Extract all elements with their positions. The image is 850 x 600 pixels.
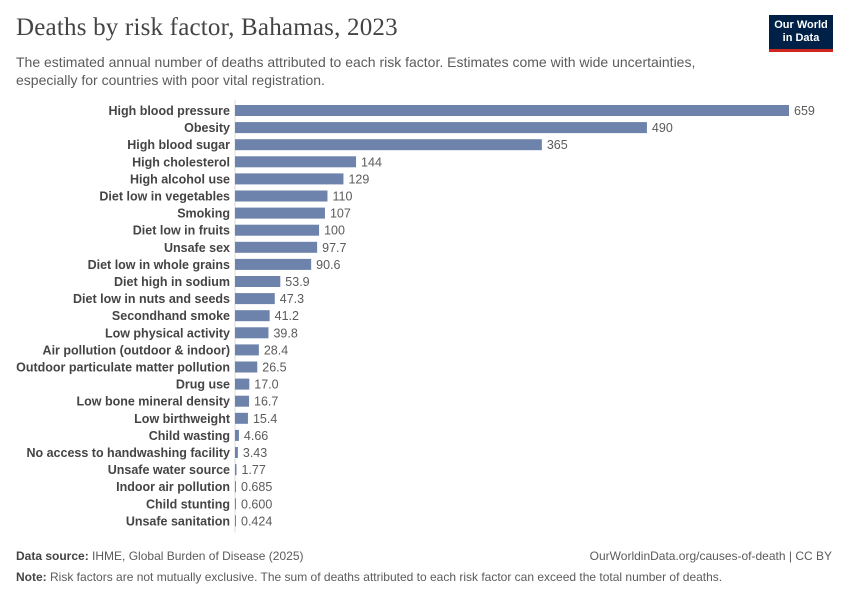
category-label: Smoking	[177, 207, 230, 221]
value-label: 129	[348, 172, 369, 186]
bar[interactable]	[235, 224, 320, 236]
category-label: Unsafe sanitation	[126, 514, 230, 528]
value-label: 97.7	[322, 241, 346, 255]
value-label: 1.77	[241, 463, 265, 477]
note-text: Risk factors are not mutually exclusive.…	[50, 570, 723, 584]
bar[interactable]	[235, 122, 647, 134]
value-label: 39.8	[273, 326, 297, 340]
value-label: 490	[652, 121, 673, 135]
value-label: 4.66	[244, 429, 268, 443]
bar[interactable]	[235, 344, 259, 356]
value-label: 107	[330, 207, 351, 221]
chart-title: Deaths by risk factor, Bahamas, 2023	[16, 14, 398, 41]
bar[interactable]	[235, 293, 275, 305]
footer-url-license[interactable]: OurWorldinData.org/causes-of-death | CC …	[589, 549, 832, 563]
category-label: Air pollution (outdoor & indoor)	[43, 343, 230, 357]
bar[interactable]	[235, 139, 542, 151]
bar[interactable]	[235, 310, 270, 322]
value-label: 144	[361, 155, 382, 169]
bar[interactable]	[235, 481, 236, 493]
bar-chart: High blood pressure 659 Obesity 490 High blo…	[16, 100, 815, 533]
value-label: 365	[547, 138, 568, 152]
bar[interactable]	[235, 361, 258, 373]
value-label: 0.600	[241, 497, 272, 511]
bar[interactable]	[235, 429, 239, 441]
category-label: Diet low in whole grains	[88, 258, 230, 272]
bar[interactable]	[235, 258, 312, 270]
bar[interactable]	[235, 464, 237, 476]
bar[interactable]	[235, 190, 328, 202]
value-label: 16.7	[254, 395, 278, 409]
category-label: Drug use	[176, 378, 230, 392]
category-label: Child stunting	[146, 497, 230, 511]
bar[interactable]	[235, 241, 318, 253]
category-label: Diet high in sodium	[114, 275, 230, 289]
value-label: 0.685	[241, 480, 272, 494]
category-label: High blood pressure	[108, 104, 230, 118]
bar[interactable]	[235, 412, 248, 424]
value-label: 100	[324, 224, 345, 238]
bar[interactable]	[235, 447, 238, 458]
bar[interactable]	[235, 156, 357, 168]
source-label: Data source:	[16, 549, 89, 563]
category-label: Low bone mineral density	[77, 395, 231, 409]
note-label: Note:	[16, 570, 47, 584]
value-label: 47.3	[280, 292, 304, 306]
value-label: 17.0	[254, 378, 278, 392]
category-label: Secondhand smoke	[112, 309, 230, 323]
chart-subtitle: The estimated annual number of deaths at…	[16, 54, 696, 88]
bar[interactable]	[235, 327, 269, 339]
value-label: 15.4	[253, 412, 277, 426]
value-label: 53.9	[285, 275, 309, 289]
value-label: 659	[794, 104, 815, 118]
category-label: Indoor air pollution	[116, 480, 230, 494]
bar[interactable]	[235, 207, 325, 219]
bar[interactable]	[235, 395, 250, 407]
category-label: Low birthweight	[134, 412, 231, 426]
bar[interactable]	[235, 276, 281, 287]
bar[interactable]	[235, 378, 250, 390]
source-text: IHME, Global Burden of Disease (2025)	[92, 549, 304, 563]
category-label: Obesity	[184, 121, 230, 135]
value-label: 28.4	[264, 343, 288, 357]
category-label: Diet low in nuts and seeds	[73, 292, 230, 306]
category-label: No access to handwashing facility	[26, 446, 230, 460]
category-label: Unsafe sex	[164, 241, 230, 255]
logo-line-2: in Data	[782, 32, 820, 44]
category-label: Child wasting	[149, 429, 230, 443]
category-label: Unsafe water source	[108, 463, 230, 477]
bar[interactable]	[235, 105, 789, 116]
category-label: Outdoor particulate matter pollution	[16, 361, 230, 375]
footer-source: Data source: IHME, Global Burden of Dise…	[16, 549, 834, 563]
value-label: 0.424	[241, 514, 272, 528]
value-label: 41.2	[275, 309, 299, 323]
bar[interactable]	[235, 515, 236, 527]
bar[interactable]	[235, 498, 236, 510]
value-label: 3.43	[243, 446, 267, 460]
value-label: 90.6	[316, 258, 340, 272]
category-label: High cholesterol	[132, 155, 230, 169]
category-label: High blood sugar	[127, 138, 230, 152]
logo-line-1: Our World	[774, 19, 828, 31]
category-label: Low physical activity	[105, 326, 230, 340]
value-label: 26.5	[262, 361, 286, 375]
bar[interactable]	[235, 173, 344, 185]
value-label: 110	[332, 190, 352, 204]
category-label: Diet low in vegetables	[99, 190, 230, 204]
owid-logo[interactable]: Our World in Data	[769, 15, 833, 52]
footer-note: Note: Risk factors are not mutually excl…	[16, 570, 834, 584]
category-label: High alcohol use	[130, 172, 230, 186]
category-label: Diet low in fruits	[133, 224, 230, 238]
